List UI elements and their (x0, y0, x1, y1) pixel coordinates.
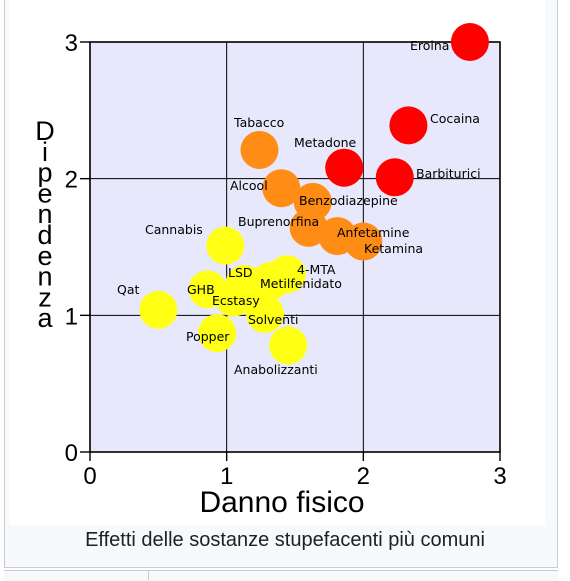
y-axis-label-letter: n (37, 262, 52, 292)
scatter-point (214, 278, 253, 317)
scatter-point (245, 294, 284, 333)
scatter-point (289, 208, 328, 247)
bottom-divider (148, 570, 149, 580)
point-label: Eroina (410, 38, 449, 53)
y-axis-label-letter: e (37, 178, 52, 208)
point-label: 4-MTA (297, 262, 336, 277)
point-label: Ecstasy (212, 293, 260, 308)
y-tick-label: 2 (65, 167, 78, 194)
scatter-point (344, 222, 383, 261)
point-label: Ketamina (364, 241, 423, 256)
y-axis-label-letter: a (37, 303, 53, 333)
scatter-point (240, 130, 279, 169)
point-label: Buprenorfina (238, 214, 319, 229)
point-label: Cannabis (145, 222, 203, 237)
point-label: GHB (187, 282, 215, 297)
y-axis-label-letter: n (37, 199, 52, 229)
point-label: Alcool (230, 178, 268, 193)
x-tick-label: 2 (357, 463, 370, 490)
bottom-strip (4, 570, 558, 581)
y-tick-label: 3 (65, 30, 78, 57)
figure-caption: Effetti delle sostanze stupefacenti più … (85, 529, 485, 551)
point-label: Solventi (248, 312, 298, 327)
point-label: Anabolizzanti (234, 362, 318, 377)
point-label: Barbiturici (416, 166, 481, 181)
point-label: Metadone (294, 135, 357, 150)
x-tick-label: 1 (220, 463, 233, 490)
scatter-point (198, 314, 237, 353)
data-points (139, 23, 489, 365)
y-axis-label-letter: p (37, 158, 52, 188)
y-axis-label-letter: i (42, 137, 48, 167)
scatter-point (389, 106, 428, 145)
axis-ticks: 0 1 2 3 0 1 2 3 (65, 30, 507, 490)
scatter-point (262, 169, 301, 208)
y-tick-label: 1 (65, 303, 78, 330)
y-axis-label-letter: e (37, 241, 52, 271)
point-label: Tabacco (233, 115, 284, 130)
y-tick-label: 0 (65, 440, 78, 467)
scatter-point (450, 23, 489, 61)
scatter-chart: 0 1 2 3 0 1 2 3 Eroina Cocaina Barbiturici Metadon… (35, 23, 507, 519)
point-label: Metilfenidato (260, 276, 342, 291)
point-label: LSD (228, 265, 253, 280)
scatter-point (206, 226, 245, 265)
point-label: Benzodiazepine (299, 193, 398, 208)
x-axis-label: Danno fisico (199, 486, 364, 519)
scatter-point (375, 158, 414, 197)
point-label: Popper (186, 329, 230, 344)
scatter-point (269, 326, 308, 365)
y-axis-label-letter: d (37, 220, 52, 250)
point-label: Cocaina (430, 111, 480, 126)
plot-border (89, 41, 501, 453)
plot-background (90, 42, 500, 452)
point-labels: Eroina Cocaina Barbiturici Metadone Tabacco A… (117, 38, 481, 377)
scatter-point (325, 148, 364, 187)
point-label: Qat (117, 282, 139, 297)
y-axis-label-letter: D (35, 116, 55, 146)
x-tick-label: 3 (493, 463, 506, 490)
scatter-point (251, 262, 290, 301)
point-label: Anfetamine (337, 225, 410, 240)
x-tick-label: 0 (83, 463, 96, 490)
scatter-point (139, 290, 178, 329)
y-axis-label-letter: z (38, 282, 52, 312)
